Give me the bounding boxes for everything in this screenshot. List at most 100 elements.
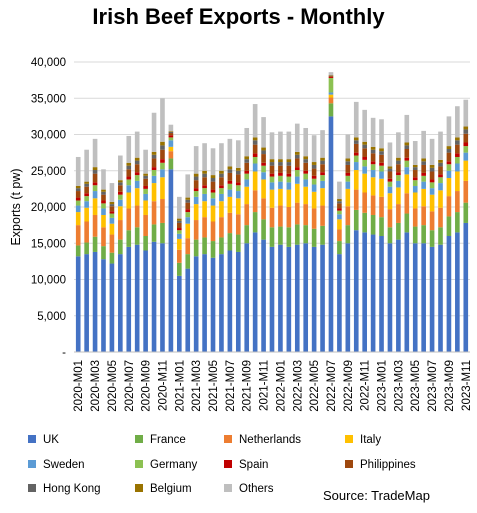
bar-segment [227, 172, 233, 181]
bar-segment [177, 233, 182, 239]
bar-segment [362, 148, 367, 157]
bar-segment [429, 246, 435, 353]
bar-segment [92, 191, 98, 199]
bar-segment [421, 225, 426, 244]
bar-segment [134, 227, 140, 245]
bar-segment [294, 167, 300, 171]
bar-segment [455, 140, 460, 145]
bar-segment [227, 189, 233, 197]
bar-segment [177, 238, 182, 250]
bar-segment [362, 144, 367, 149]
bar-segment [404, 145, 410, 150]
bar-segment [438, 244, 443, 352]
bar-segment [134, 244, 140, 352]
bar-segment [328, 94, 334, 98]
bar-segment [328, 75, 334, 77]
bar-segment [92, 185, 98, 192]
bar-segment [235, 234, 241, 252]
bar-segment [421, 161, 426, 165]
bar-segment [210, 257, 216, 352]
bar-segment [269, 173, 275, 177]
bar-segment [463, 180, 469, 203]
bar-segment [362, 156, 367, 160]
bar-segment [101, 227, 106, 247]
bar-segment [193, 146, 199, 174]
bar-segment [345, 206, 351, 226]
bar-segment [168, 133, 174, 136]
bar-segment [185, 199, 191, 203]
legend-item: France [135, 434, 186, 446]
bar-segment [219, 188, 224, 194]
bar-segment [160, 149, 165, 160]
bar-segment [244, 162, 250, 171]
bar-segment [278, 181, 283, 189]
bar-segment [227, 183, 233, 190]
bar-segment [286, 131, 292, 160]
bar-segment [396, 175, 401, 181]
bar-segment [311, 208, 317, 229]
bar-segment [303, 179, 309, 187]
bar-segment [353, 170, 359, 190]
bar-segment [177, 228, 182, 231]
bar-segment [168, 131, 174, 134]
bar-segment [404, 193, 410, 214]
bar-segment [446, 161, 452, 165]
bar-segment [210, 148, 216, 176]
bar-segment [118, 194, 123, 200]
bar-segment [252, 153, 258, 157]
y-tick-label: - [62, 347, 66, 359]
bar-segment [202, 170, 207, 174]
x-tick-label: 2020-M09 [141, 360, 153, 412]
bar-segment [151, 170, 157, 176]
x-tick-label: 2020-M01 [73, 360, 85, 412]
bar-segment [294, 158, 300, 168]
bar-segment [303, 204, 309, 226]
bar-segment [75, 191, 81, 198]
bar-segment [446, 152, 452, 162]
bar-segment [202, 173, 207, 178]
bar-segment [118, 199, 123, 207]
bar-segment [303, 162, 309, 171]
bar-segment [429, 167, 435, 172]
bar-segment [193, 191, 199, 197]
legend-swatch [135, 483, 143, 492]
bar-segment [311, 191, 317, 209]
bar-segment [219, 254, 224, 353]
bar-segment [126, 176, 132, 180]
bar-segment [92, 167, 98, 171]
bar-segment [311, 228, 317, 247]
bar-segment [151, 183, 157, 202]
bar-segment [429, 230, 435, 247]
bar-segment [455, 153, 460, 157]
legend-label: Belgium [150, 483, 192, 495]
bar-segment [294, 123, 300, 152]
bar-segment [261, 150, 266, 155]
bar-segment [126, 169, 132, 177]
bar-segment [84, 254, 89, 353]
bar-segment [92, 173, 98, 183]
bar-segment [337, 241, 342, 255]
bar-segment [168, 131, 174, 132]
bar-segment [75, 197, 81, 201]
bar-segment [252, 163, 258, 172]
bar-segment [109, 217, 115, 224]
bar-segment [438, 177, 443, 184]
bar-segment [446, 116, 452, 147]
bar-segment [311, 184, 317, 192]
bar-segment [463, 160, 469, 181]
bar-segment [429, 188, 435, 195]
bar-segment [227, 233, 233, 251]
bar-segment [412, 141, 418, 165]
bar-segment [438, 207, 443, 228]
bar-segment [455, 156, 460, 164]
bar-segment [261, 198, 266, 220]
bar-segment [118, 254, 123, 353]
bar-segment [311, 246, 317, 353]
bar-segment [235, 251, 241, 352]
bar-segment [328, 72, 334, 76]
bar-segment [202, 143, 207, 171]
bar-segment [235, 191, 241, 199]
bar-segment [404, 232, 410, 353]
bar-segment [429, 138, 435, 165]
bar-segment [446, 149, 452, 153]
